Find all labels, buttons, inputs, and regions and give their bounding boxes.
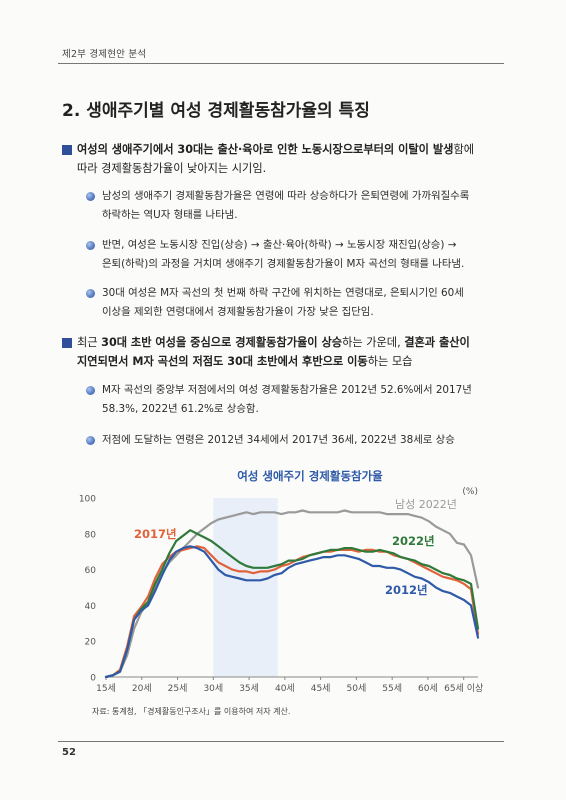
block1-bullet2-line1: 반면, 여성은 노동시장 진입(상승) → 출산·육아(하락) → 노동시장 재…: [102, 239, 457, 251]
block1-bullet3-line1: 30대 여성은 M자 곡선의 첫 번째 하락 구간에 위치하는 연령대로, 은퇴…: [102, 287, 464, 299]
block2-bullet1-line2: 58.3%, 2022년 61.2%로 상승함.: [102, 403, 259, 415]
header-divider: [58, 63, 504, 64]
series-line-3: [104, 545, 480, 679]
x-tick-label: 20세: [132, 683, 152, 694]
x-tick-label: 50세: [347, 683, 367, 694]
x-tick-label: 25세: [168, 683, 188, 694]
y-tick-label: 60: [85, 566, 97, 576]
x-tick-label: 30세: [203, 683, 223, 694]
x-tick-label: 65세 이상: [444, 683, 483, 694]
section-title: 2. 생애주기별 여성 경제활동참가율의 특징: [62, 101, 370, 121]
block1-main-line2: 따라 경제활동참가율이 낮아지는 시기임.: [77, 162, 267, 175]
chart-unit-label: (%): [462, 487, 478, 497]
square-bullet-icon: [62, 338, 72, 348]
y-tick-label: 100: [79, 495, 96, 505]
block1-main-tail: 함에: [453, 143, 475, 156]
block1-main-emphasis: 여성의 생애주기에서 30대는 출산·육아로 인한 노동시장으로부터의 이탈이 …: [77, 143, 454, 156]
legend-label-2017: 2017년: [134, 527, 177, 541]
y-axis: 0 20 40 60 80 100: [79, 495, 96, 684]
x-tick-label: 55세: [382, 683, 402, 694]
series-lines: [104, 509, 480, 679]
footer-divider: [58, 741, 504, 742]
block2-emphasis: 지연되면서 M자 곡선의 저점도 30대 초반에서 후반으로 이동: [77, 355, 368, 368]
legend-label-2022: 2022년: [392, 534, 435, 548]
y-tick-label: 80: [85, 530, 97, 540]
block2-text: 최근: [77, 336, 102, 349]
block1-bullet1-line1: 남성의 생애주기 경제활동참가율은 연령에 따라 상승하다가 은퇴연령에 가까워…: [102, 190, 470, 202]
round-bullet-icon: [86, 241, 95, 250]
round-bullet-icon: [86, 289, 95, 298]
block2-bullet2-line1: 저점에 도달하는 연령은 2012년 34세에서 2017년 36세, 2022…: [102, 434, 455, 446]
x-tick-label: 45세: [311, 683, 331, 694]
x-axis: 15세 20세 25세 30세 35세 40세 45세 50세 55세 60세 65세 이상: [96, 676, 483, 694]
block2-emphasis: 30대 초반 여성을 중심으로 경제활동참가율이 상승: [101, 336, 343, 349]
participation-rate-chart: 0 20 40 60 80 100 15세 20세 25세 30세 35세 40세 45세 50세 55세…: [79, 469, 483, 694]
block2-bullet1-line1: M자 곡선의 중앙부 저점에서의 여성 경제활동참가율은 2012년 52.6%…: [102, 384, 472, 396]
y-tick-label: 0: [90, 674, 96, 684]
round-bullet-icon: [86, 436, 95, 445]
block1-main-line1: 여성의 생애주기에서 30대는 출산·육아로 인한 노동시장으로부터의 이탈이 …: [77, 141, 474, 158]
legend-label-male-2022: 남성 2022년: [395, 498, 457, 511]
block1-bullet3-line2: 이상을 제외한 연령대에서 경제활동참가율이 가장 낮은 집단임.: [102, 306, 374, 318]
block2-emphasis: 결혼과 출산이: [404, 336, 470, 349]
running-header: 제2부 경제현안 분석: [62, 49, 147, 60]
legend-label-2012: 2012년: [385, 583, 428, 597]
page-number: 52: [62, 747, 76, 758]
y-tick-label: 20: [85, 638, 97, 648]
block2-text: 하는 모습: [367, 355, 413, 368]
source-note: 자료: 통계청, 「경제활동인구조사」를 이용하여 저자 계산.: [92, 707, 291, 716]
x-tick-label: 15세: [96, 683, 116, 694]
block2-main-line1: 최근 30대 초반 여성을 중심으로 경제활동참가율이 상승하는 가운데, 결혼…: [77, 334, 470, 351]
round-bullet-icon: [86, 386, 95, 395]
thirties-highlight-band: [213, 498, 278, 677]
square-bullet-icon: [62, 145, 72, 155]
block1-bullet1-line2: 하락하는 역U자 형태를 나타냄.: [102, 209, 238, 221]
block2-text: 하는 가운데,: [342, 336, 405, 349]
round-bullet-icon: [86, 192, 95, 201]
y-tick-label: 40: [85, 602, 97, 612]
x-tick-label: 40세: [275, 683, 295, 694]
x-tick-label: 60세: [418, 683, 438, 694]
block1-bullet2-line2: 은퇴(하락)의 과정을 거치며 생애주기 경제활동참가율이 M자 곡선의 형태를…: [102, 258, 465, 270]
chart-title: 여성 생애주기 경제활동참가율: [237, 469, 383, 483]
x-tick-label: 35세: [239, 683, 259, 694]
block2-main-line2: 지연되면서 M자 곡선의 저점도 30대 초반에서 후반으로 이동하는 모습: [77, 353, 412, 370]
series-line-2: [104, 529, 480, 679]
